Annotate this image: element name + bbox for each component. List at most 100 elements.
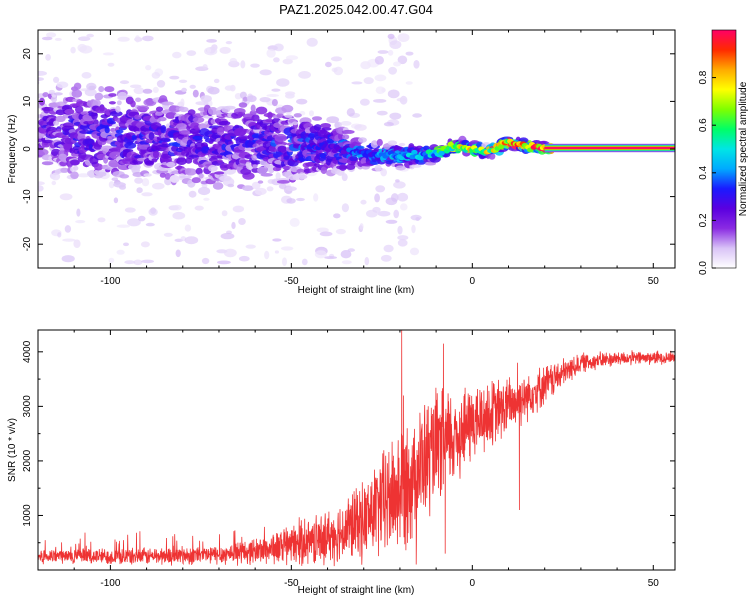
spectrogram-blob	[250, 160, 262, 165]
spectrogram-blob	[151, 158, 158, 163]
spectrogram-ytick-label: 0	[22, 146, 33, 152]
spectrogram-blob	[234, 108, 246, 115]
spectrogram-blob	[311, 116, 323, 121]
spectrogram-faint-blob	[373, 99, 387, 103]
spectrogram-blob	[320, 123, 331, 129]
spectrogram-faint-blob	[186, 50, 197, 56]
spectrogram-blob	[208, 164, 218, 172]
spectrogram-faint-blob	[140, 241, 150, 248]
spectrogram-faint-blob	[188, 190, 197, 198]
spectrogram-faint-blob	[411, 224, 416, 234]
spectrogram-faint-blob	[298, 71, 311, 79]
spectrogram-blob	[219, 175, 232, 182]
spectrogram-blob	[232, 205, 245, 213]
spectrogram-xtick-label: 50	[648, 276, 660, 287]
spectrogram-blob	[133, 87, 145, 95]
spectrogram-blob	[230, 84, 236, 92]
snr-plot-area	[38, 330, 675, 567]
spectrogram-faint-blob	[334, 121, 342, 129]
spectrogram-faint-blob	[203, 197, 210, 201]
spectrogram-blob	[254, 187, 267, 196]
spectrogram-faint-blob	[46, 32, 57, 38]
spectrogram-blob	[136, 105, 150, 111]
spectrogram-blob	[228, 141, 234, 145]
spectrogram-blob	[395, 165, 406, 171]
spectrogram-faint-blob	[413, 60, 420, 69]
colorbar-label: Normalized spectral amplitude	[738, 81, 749, 216]
spectrogram-faint-blob	[377, 210, 391, 217]
spectrogram-faint-blob	[184, 236, 199, 245]
spectrogram-blob	[104, 86, 115, 93]
spectrogram-blob	[119, 184, 126, 190]
spectrogram-faint-blob	[393, 181, 406, 189]
spectrogram-blob	[341, 129, 355, 134]
spectrogram-faint-blob	[341, 203, 349, 213]
spectrogram-faint-blob	[409, 247, 420, 256]
spectrogram-blob	[357, 137, 367, 143]
snr-xtick-label: 50	[648, 578, 660, 589]
spectrogram-blob	[38, 148, 49, 156]
spectrogram-blob	[38, 80, 40, 85]
spectrogram-faint-blob	[86, 33, 94, 38]
spectrogram-faint-blob	[217, 260, 231, 265]
spectrogram-faint-blob	[136, 187, 143, 194]
spectrogram-xtick-label: 0	[470, 276, 476, 287]
spectrogram-faint-blob	[113, 197, 119, 204]
spectrogram-blob	[271, 99, 278, 107]
snr-ticks: -100 -50 0 50 1000 2000 3000 4000	[22, 330, 675, 589]
spectrogram-blob	[257, 166, 268, 174]
spectrogram-blob	[423, 145, 430, 151]
spectrogram-blob	[69, 147, 75, 154]
spectrogram-blob	[55, 115, 66, 123]
spectrogram-blob	[240, 168, 252, 175]
spectrogram-blob	[218, 120, 231, 126]
spectrogram-faint-blob	[238, 218, 246, 225]
spectrogram-blob	[55, 109, 66, 116]
spectrogram-blob	[282, 165, 292, 170]
spectrogram-blob	[95, 106, 108, 114]
spectrogram-blob	[249, 110, 257, 116]
colorbar-ticks: 0.0 0.2 0.4 0.6 0.8	[698, 70, 716, 275]
spectrogram-faint-blob	[387, 49, 394, 56]
spectrogram-blob	[179, 175, 192, 179]
spectrogram-faint-blob	[282, 58, 293, 65]
spectrogram-heatmap	[38, 32, 675, 267]
spectrogram-faint-blob	[259, 69, 272, 76]
spectrogram-blob	[320, 166, 328, 174]
spectrogram-blob	[38, 77, 44, 82]
spectrogram-faint-blob	[53, 76, 60, 83]
spectrogram-faint-blob	[213, 78, 220, 84]
spectrogram-faint-blob	[45, 54, 51, 61]
spectrogram-faint-blob	[387, 33, 395, 40]
spectrogram-faint-blob	[340, 250, 352, 259]
spectrogram-blob	[356, 145, 365, 150]
spectrogram-blob	[161, 101, 174, 106]
colorbar-tick-label: 0.0	[698, 261, 709, 275]
spectrogram-blob	[158, 116, 167, 122]
spectrogram-blob	[160, 125, 167, 134]
spectrogram-faint-blob	[124, 260, 136, 265]
spectrogram-blob	[108, 101, 116, 105]
spectrogram-faint-blob	[340, 121, 352, 126]
spectrogram-blob	[91, 111, 98, 120]
spectrogram-blob	[326, 116, 340, 124]
snr-frame	[37, 329, 676, 571]
spectrogram-faint-blob	[172, 51, 182, 59]
colorbar-tick-label: 0.2	[698, 213, 709, 227]
spectrogram-blob	[70, 159, 80, 166]
spectrogram-blob	[212, 182, 224, 190]
spectrogram-faint-blob	[313, 193, 319, 202]
spectrogram-faint-blob	[76, 208, 81, 217]
spectrogram-blob	[53, 92, 63, 96]
spectrogram-faint-blob	[360, 98, 370, 106]
spectrogram-blob	[166, 161, 176, 168]
spectrogram-blob	[41, 161, 54, 166]
spectrogram-faint-blob	[231, 221, 236, 230]
spectrogram-faint-blob	[359, 223, 364, 230]
snr-panel: -100 -50 0 50 1000 2000 3000 4000 Height of str…	[7, 329, 676, 596]
snr-ylabel: SNR (10 * v/v)	[7, 418, 18, 482]
spectrogram-faint-blob	[397, 192, 409, 202]
spectrogram-faint-blob	[396, 97, 406, 102]
spectrogram-faint-blob	[102, 52, 114, 56]
spectrogram-faint-blob	[363, 77, 374, 85]
